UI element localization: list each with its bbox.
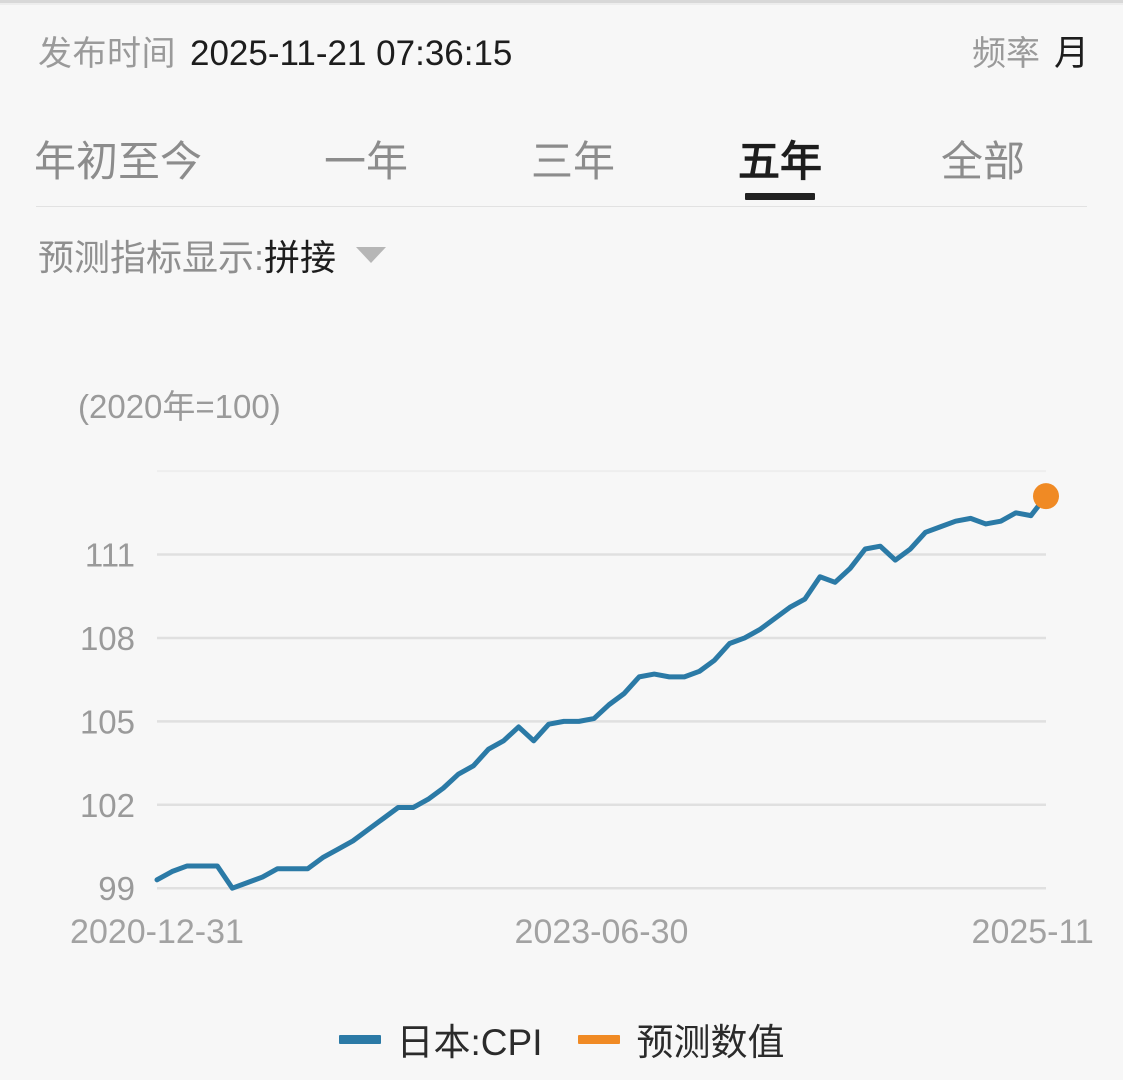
tab-label: 五年 (737, 137, 822, 185)
chart-unit-label: (2020年=100) (78, 388, 281, 425)
legend-swatch-icon (578, 1034, 621, 1044)
chevron-down-icon[interactable] (356, 247, 387, 263)
top-divider (0, 0, 1123, 3)
legend-item-1[interactable]: 预测数值 (578, 1012, 784, 1066)
forecast-point-marker[interactable] (1033, 483, 1059, 510)
top-divider-secondary (0, 3, 1123, 5)
frequency-value: 月 (1053, 33, 1089, 73)
publish-time-label: 发布时间 (38, 34, 176, 73)
forecast-display-selector[interactable]: 预测指标显示: 拼接 (38, 222, 387, 288)
tab-0[interactable]: 年初至今 (0, 110, 268, 206)
publish-time-value: 2025-11-21 07:36:15 (190, 33, 513, 73)
header-bar: 发布时间 2025-11-21 07:36:15 频率 月 (0, 14, 1123, 86)
frequency-label: 频率 (971, 34, 1040, 73)
time-range-tabs: 年初至今 一年 三年 五年 全部 (0, 110, 1123, 206)
y-axis-tick-label: 105 (80, 703, 135, 740)
tab-1[interactable]: 一年 (271, 110, 461, 206)
y-axis-tick-label: 108 (80, 620, 135, 657)
tab-2[interactable]: 三年 (478, 110, 668, 206)
tab-label: 年初至今 (33, 137, 202, 185)
tab-label: 一年 (323, 137, 408, 185)
legend-label: 日本:CPI (396, 1022, 543, 1063)
tab-label: 三年 (530, 137, 615, 185)
publish-time-group: 发布时间 2025-11-21 07:36:15 (38, 26, 512, 75)
forecast-display-value: 拼接 (264, 237, 337, 278)
chart-legend: 日本:CPI 预测数值 (0, 1012, 1123, 1066)
x-axis-tick-label: 2025-11 (972, 913, 1094, 951)
tab-active-underline (745, 193, 815, 200)
y-axis-tick-label: 111 (85, 537, 135, 574)
legend-swatch-icon (338, 1034, 381, 1044)
legend-item-0[interactable]: 日本:CPI (338, 1012, 543, 1066)
tab-label: 全部 (940, 137, 1025, 185)
frequency-group: 频率 月 (972, 25, 1089, 76)
tabs-divider (36, 206, 1087, 207)
chart-area[interactable]: 99 102 105 108 111 2020-12-31 2023-06-30 2025-1… (0, 440, 1123, 1000)
series-line-cpi (154, 510, 1034, 891)
cpi-line-chart[interactable]: 99 102 105 108 111 2020-12-31 2023-06-30 2025-1… (0, 440, 1123, 1000)
y-axis-tick-label: 99 (98, 870, 135, 907)
tab-4[interactable]: 全部 (883, 110, 1083, 206)
forecast-display-label: 预测指标显示: (38, 237, 265, 278)
x-axis-tick-label: 2020-12-31 (70, 913, 244, 951)
tab-3[interactable]: 五年 (685, 110, 875, 206)
x-axis-tick-label: 2023-06-30 (515, 913, 689, 951)
y-axis-tick-label: 102 (80, 787, 135, 824)
legend-label: 预测数值 (636, 1022, 785, 1063)
